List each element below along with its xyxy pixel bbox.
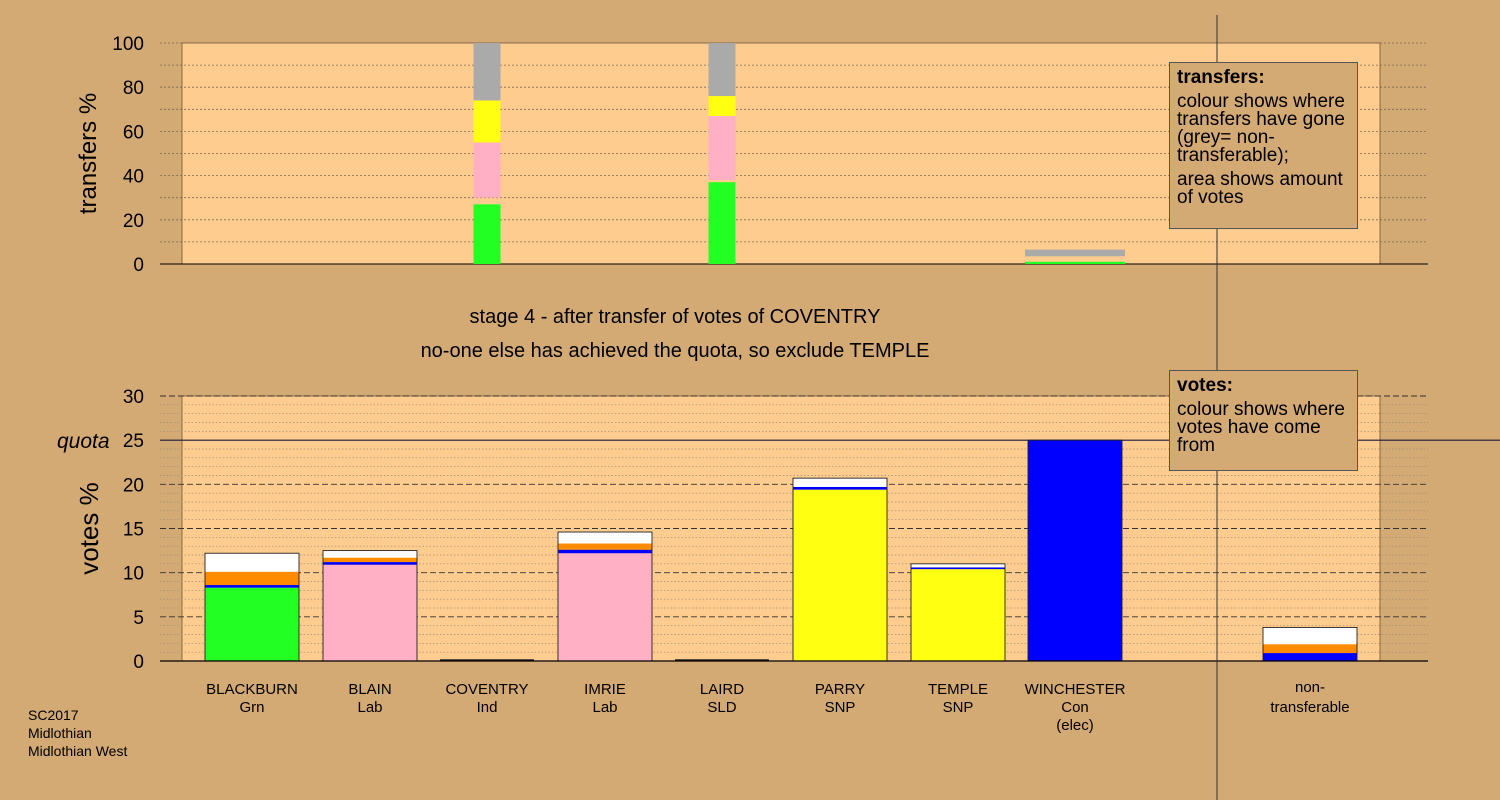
transfers-legend-title: transfers: <box>1177 67 1265 88</box>
transfers-y-tick-label: 100 <box>112 34 144 55</box>
candidate-party-label: Grn <box>239 699 264 716</box>
transfers-bar-segment <box>1025 261 1125 264</box>
transfers-y-axis-label: transfers % <box>75 93 102 214</box>
candidate-name-label: TEMPLE <box>928 681 988 698</box>
votes-bar-segment <box>323 550 417 558</box>
votes-bar-segment <box>911 563 1005 568</box>
votes-y-tick-label: 20 <box>123 475 144 496</box>
footer-ward: Midlothian West <box>28 743 128 759</box>
candidate-party-label: SLD <box>707 699 736 716</box>
transfers-y-tick-label: 40 <box>123 167 144 188</box>
votes-bar-segment <box>205 553 299 572</box>
candidate-party-label: SNP <box>825 699 856 716</box>
votes-legend-title: votes: <box>1177 375 1233 396</box>
transfers-y-tick-label: 80 <box>123 78 144 99</box>
nontransferable-bar-segment <box>1263 653 1357 661</box>
votes-bar-segment <box>558 532 652 544</box>
votes-bar-segment <box>323 557 417 563</box>
votes-bar-segment <box>911 567 1005 570</box>
votes-bar-segment <box>558 549 652 554</box>
footer-council: Midlothian <box>28 725 92 741</box>
candidate-party-label: SNP <box>943 699 974 716</box>
votes-bar-segment <box>323 564 417 661</box>
candidate-party-label: Lab <box>357 699 382 716</box>
candidate-party-label: Con <box>1061 699 1089 716</box>
nontransferable-bar-segment <box>1263 644 1357 654</box>
transfers-legend-colour-text: colour shows where transfers have gone (… <box>1177 91 1345 166</box>
transfers-bar-segment <box>1025 249 1125 257</box>
transfers-y-tick-label: 0 <box>133 255 144 276</box>
votes-legend-colour-text: colour shows where votes have come from <box>1177 399 1345 456</box>
stage-title: stage 4 - after transfer of votes of COV… <box>470 306 881 328</box>
transfers-bar-segment <box>473 43 501 101</box>
votes-y-tick-label: 15 <box>123 520 144 541</box>
candidate-party-label: Lab <box>592 699 617 716</box>
election-footer: SC2017 Midlothian Midlothian West <box>28 706 127 760</box>
transfers-bar-segment <box>473 100 501 143</box>
votes-bar-segment <box>911 569 1005 661</box>
votes-y-axis-label: votes % <box>74 482 104 575</box>
transfers-bar-segment <box>708 43 736 97</box>
votes-bar-segment <box>793 486 887 490</box>
votes-legend: votes: colour shows where votes have com… <box>1169 370 1358 471</box>
candidate-name-label: PARRY <box>815 681 865 698</box>
stage-subtitle: no-one else has achieved the quota, so e… <box>421 340 930 362</box>
votes-bar-segment <box>1028 440 1122 661</box>
votes-bar-segment <box>205 585 299 588</box>
transfers-bar-segment <box>708 182 736 264</box>
candidate-name-label: BLAIN <box>348 681 391 698</box>
candidate-note-label: (elec) <box>1056 717 1094 734</box>
transfers-y-tick-label: 20 <box>123 211 144 232</box>
footer-election: SC2017 <box>28 707 79 723</box>
nontransferable-bar-segment <box>1263 627 1357 645</box>
candidate-party-label: Ind <box>477 699 498 716</box>
candidate-name-label: LAIRD <box>700 681 744 698</box>
nontransferable-label: non- <box>1295 679 1325 696</box>
candidate-name-label: COVENTRY <box>445 681 528 698</box>
votes-bar-segment <box>793 489 887 661</box>
votes-bar-segment <box>793 478 887 487</box>
transfers-y-tick-label: 60 <box>123 122 144 143</box>
votes-y-tick-label: 5 <box>133 608 144 629</box>
votes-y-tick-label: 0 <box>133 652 144 673</box>
transfers-bar-segment <box>473 204 501 264</box>
votes-y-tick-label: 10 <box>123 564 144 585</box>
transfers-legend: transfers: colour shows where transfers … <box>1169 62 1358 229</box>
votes-bar-segment <box>205 587 299 661</box>
votes-y-tick-label: 30 <box>123 387 144 408</box>
quota-label: quota <box>57 430 110 453</box>
votes-bar-segment <box>323 562 417 565</box>
votes-y-tick-label: 25 <box>123 431 144 452</box>
votes-bar-segment <box>558 543 652 550</box>
transfers-bar-segment <box>708 96 736 116</box>
transfers-legend-area-text: area shows amount of votes <box>1177 169 1343 208</box>
candidate-name-label: IMRIE <box>584 681 626 698</box>
nontransferable-label: transferable <box>1270 699 1349 716</box>
votes-bar-segment <box>558 553 652 661</box>
transfers-bar-segment <box>473 142 501 198</box>
candidate-name-label: BLACKBURN <box>206 681 298 698</box>
transfers-bar-segment <box>708 115 736 181</box>
candidate-name-label: WINCHESTER <box>1025 681 1126 698</box>
votes-bar-segment <box>205 571 299 586</box>
